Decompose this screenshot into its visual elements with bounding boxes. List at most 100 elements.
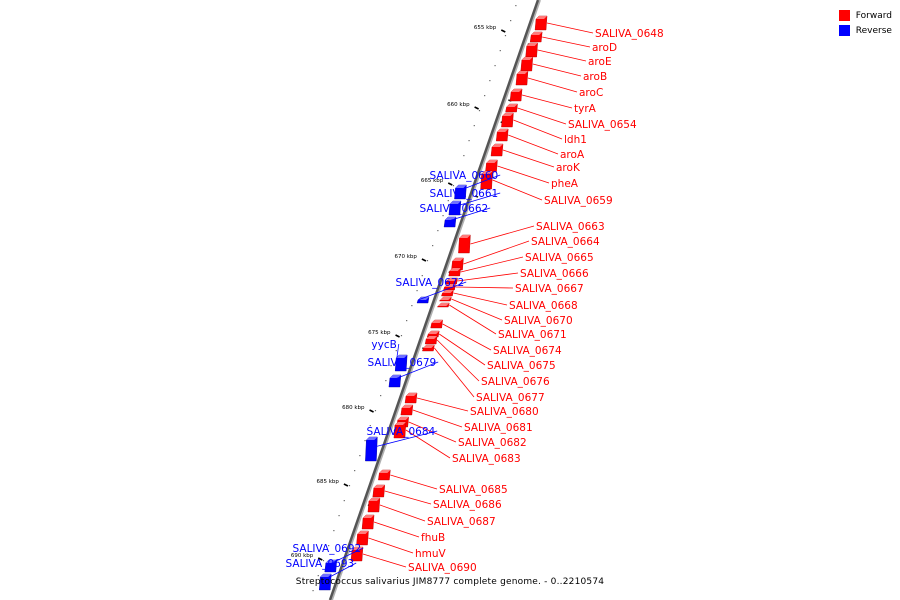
gene-leader-line [405, 429, 451, 459]
gene-label: SALIVA_0665 [525, 252, 594, 264]
gene-feature-bevel [502, 113, 514, 116]
gene-leader-line [546, 22, 594, 34]
minor-tick [499, 50, 501, 52]
gene-label: SALIVA_0666 [520, 268, 589, 280]
gene-leader-line [537, 49, 587, 62]
minor-tick [369, 425, 371, 427]
gene-feature-bevel [531, 32, 543, 35]
legend-forward-label: Forward [855, 10, 892, 21]
gene-leader-line [390, 474, 438, 490]
gene-leader-line [451, 298, 503, 321]
minor-tick [380, 395, 382, 397]
gene-label: pheA [551, 178, 579, 190]
gene-leader-line [463, 240, 530, 265]
gene-feature-bevel [449, 268, 461, 271]
gene-label: SALIVA_0663 [536, 221, 605, 233]
major-tick [474, 106, 479, 110]
gene-feature-bevel [516, 71, 528, 74]
minor-tick [317, 575, 319, 577]
gene-label: SALIVA_0687 [427, 516, 496, 528]
gene-feature-bevel [536, 16, 548, 19]
gene-leader-line [384, 490, 432, 505]
gene-leader-line [416, 397, 469, 412]
minor-tick [489, 80, 491, 82]
gene-feature-bevel [368, 498, 380, 501]
gene-feature-bevel [506, 104, 518, 107]
forward-swatch [838, 10, 850, 21]
gene-label: SALIVA_0661 [430, 188, 499, 200]
minor-tick [421, 275, 423, 277]
gene-leader-line [455, 286, 514, 289]
gene-leader-line [502, 149, 555, 168]
gene-label: aroC [579, 87, 603, 99]
gene-leader-line [412, 409, 463, 428]
minor-tick [510, 20, 512, 22]
minor-tick [348, 485, 351, 487]
gene-feature-bevel [397, 417, 409, 420]
gene-label: SALIVA_0676 [481, 376, 550, 388]
minor-tick [390, 365, 392, 367]
minor-tick [504, 35, 507, 37]
gene-label: SALIVA_0659 [544, 195, 613, 207]
gene-label: SALIVA_0671 [498, 329, 567, 341]
minor-tick [447, 200, 449, 202]
major-tick [500, 29, 506, 33]
tick-label: 685 kbp [316, 479, 339, 485]
gene-leader-line [449, 192, 501, 209]
tick-label: 670 kbp [394, 254, 417, 260]
gene-label: aroB [583, 71, 607, 83]
gene-feature-bevel [492, 144, 503, 147]
minor-tick [374, 410, 377, 412]
gene-feature-bevel [428, 331, 440, 334]
gene-feature-bevel [486, 160, 498, 163]
gene-feature-bevel [423, 345, 435, 348]
gene-feature-bevel [373, 485, 385, 488]
gene-leader-line [492, 179, 543, 201]
gene-feature-bevel [366, 437, 378, 440]
minor-tick [442, 215, 444, 217]
gene-label: SALIVA_0682 [458, 437, 527, 449]
gene-leader-line [325, 547, 364, 567]
gene-feature-bevel [459, 235, 471, 238]
gene-leader-line [442, 323, 492, 351]
gene-feature-bevel [396, 355, 408, 358]
gene-label: aroK [556, 162, 581, 174]
minor-tick [364, 440, 366, 442]
gene-label: SALIVA_0679 [368, 357, 437, 369]
gene-label: SALIVA_0675 [487, 360, 556, 372]
gene-feature-bevel [438, 303, 450, 306]
position-mark [474, 195, 479, 198]
gene-label: SALIVA_0667 [515, 283, 584, 295]
gene-feature-bevel [526, 43, 538, 46]
gene-leader-line [513, 119, 563, 140]
legend-reverse: Reverse [838, 23, 892, 38]
gene-leader-line [521, 94, 573, 109]
major-tick [343, 483, 349, 487]
gene-label: SALIVA_0692 [293, 543, 362, 555]
minor-tick [432, 245, 434, 247]
gene-label: SALIVA_0684 [367, 426, 436, 438]
gene-label: SALIVA_0677 [476, 392, 545, 404]
minor-tick [385, 380, 387, 382]
gene-feature-bevel [449, 201, 461, 204]
gene-leader-line [542, 36, 591, 48]
major-tick [369, 409, 374, 413]
minor-tick [478, 110, 481, 112]
gene-feature-bevel [401, 405, 413, 408]
gene-label: SALIVA_0670 [504, 315, 573, 327]
reverse-swatch [838, 25, 850, 36]
gene-leader-line [460, 256, 524, 273]
minor-tick [473, 125, 475, 127]
minor-tick [452, 185, 455, 187]
major-tick [317, 557, 323, 561]
gene-feature-bevel [497, 129, 509, 132]
gene-label: SALIVA_0683 [452, 453, 521, 465]
gene-leader-line [417, 281, 467, 301]
genome-caption: Streptococcus salivarius JIM8777 complet… [295, 577, 605, 587]
gene-leader-line [470, 225, 535, 245]
gene-leader-line [527, 77, 578, 93]
gene-leader-line [449, 304, 497, 335]
gene-feature-bevel [444, 284, 456, 287]
gene-label: SALIVA_0685 [439, 484, 508, 496]
